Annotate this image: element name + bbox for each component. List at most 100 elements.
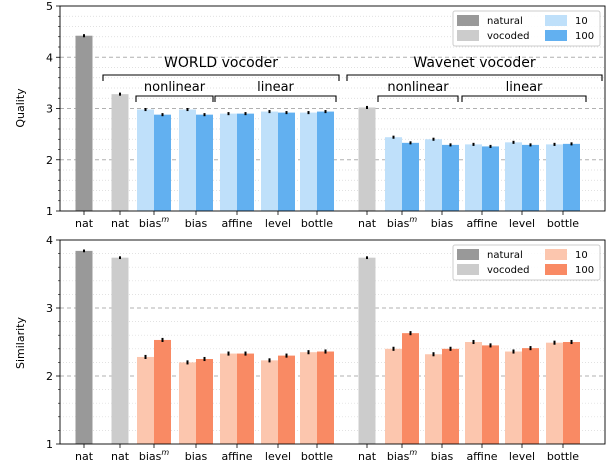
x-tick-label: biasm bbox=[139, 215, 170, 230]
legend-label: 10 bbox=[575, 16, 588, 27]
x-tick-label: bias bbox=[185, 450, 208, 463]
bar bbox=[482, 146, 499, 211]
legend-swatch bbox=[457, 15, 479, 26]
bar bbox=[402, 142, 419, 211]
legend-swatch bbox=[545, 249, 567, 260]
x-tick-label: level bbox=[265, 217, 291, 230]
bar bbox=[317, 111, 334, 211]
bar bbox=[546, 144, 563, 211]
x-tick-label: biasm bbox=[387, 215, 418, 230]
x-tick-label: bottle bbox=[547, 217, 579, 230]
legend-swatch bbox=[545, 264, 567, 275]
bar bbox=[482, 345, 499, 444]
group-label: WORLD vocoder bbox=[164, 55, 278, 71]
y-tick-label: 3 bbox=[46, 302, 53, 315]
x-tick-label: biasm bbox=[139, 448, 170, 463]
x-tick-label: level bbox=[509, 450, 535, 463]
bar bbox=[278, 112, 295, 211]
bar bbox=[111, 94, 129, 211]
x-tick-label: affine bbox=[466, 450, 497, 463]
legend-swatch bbox=[545, 15, 567, 26]
y-tick-label: 2 bbox=[46, 370, 53, 383]
bar bbox=[220, 113, 237, 211]
bar bbox=[75, 250, 93, 444]
bar bbox=[317, 351, 334, 444]
y-axis-label: Quality bbox=[14, 88, 27, 128]
bar bbox=[505, 351, 522, 444]
x-tick-label: bias bbox=[185, 217, 208, 230]
x-tick-label: nat bbox=[358, 217, 377, 230]
similarity-chart: 1 2 3 4 Similarity nat nat biasm bias affine level… bbox=[14, 234, 606, 463]
y-tick-label: 3 bbox=[46, 103, 53, 116]
bar bbox=[385, 137, 402, 211]
plot-frame bbox=[59, 5, 606, 212]
x-tick-label: bias bbox=[431, 217, 454, 230]
bar bbox=[402, 333, 419, 444]
subgroup-bracket bbox=[214, 95, 337, 102]
bar bbox=[505, 142, 522, 211]
x-tick-label: level bbox=[509, 217, 535, 230]
x-tick-label: bottle bbox=[301, 450, 333, 463]
x-tick-label: nat bbox=[75, 217, 94, 230]
bar bbox=[154, 114, 171, 211]
y-tick-label: 2 bbox=[46, 154, 53, 167]
bar bbox=[278, 355, 295, 444]
bar bbox=[179, 362, 196, 444]
bar bbox=[111, 257, 129, 444]
legend-label: vocoded bbox=[487, 265, 530, 276]
bar bbox=[220, 353, 237, 444]
x-tick-label: nat bbox=[111, 217, 130, 230]
subgroup-bracket bbox=[377, 95, 459, 102]
x-tick-label: nat bbox=[358, 450, 377, 463]
bar bbox=[358, 257, 376, 444]
bar bbox=[300, 352, 317, 444]
bar bbox=[425, 354, 442, 444]
x-tick-label: biasm bbox=[387, 448, 418, 463]
subgroup-label: linear bbox=[506, 80, 543, 95]
y-tick-label: 4 bbox=[46, 234, 53, 247]
bar bbox=[522, 144, 539, 211]
group-label: Wavenet vocoder bbox=[413, 55, 535, 71]
legend-label: 100 bbox=[575, 31, 594, 42]
bar bbox=[385, 348, 402, 444]
bar bbox=[425, 139, 442, 211]
y-tick-label: 1 bbox=[46, 205, 53, 218]
legend-label: 100 bbox=[575, 265, 594, 276]
bar bbox=[563, 342, 580, 444]
subgroup-label: nonlinear bbox=[387, 80, 449, 95]
legend-label: vocoded bbox=[487, 31, 530, 42]
x-tick-label: nat bbox=[111, 450, 130, 463]
bar bbox=[75, 35, 93, 211]
x-tick-label: level bbox=[265, 450, 291, 463]
bar bbox=[196, 114, 213, 211]
y-axis-label: Similarity bbox=[14, 317, 27, 369]
bar bbox=[442, 348, 459, 444]
x-tick-label: bottle bbox=[301, 217, 333, 230]
bar bbox=[465, 144, 482, 211]
bar bbox=[563, 143, 580, 211]
bar bbox=[137, 109, 154, 211]
bar bbox=[196, 359, 213, 444]
y-tick-label: 5 bbox=[46, 0, 53, 13]
bar bbox=[261, 360, 278, 444]
plot-frame bbox=[59, 239, 606, 445]
legend-label: natural bbox=[487, 16, 523, 27]
bar bbox=[237, 113, 254, 211]
bar bbox=[358, 107, 376, 211]
bar bbox=[179, 109, 196, 211]
bar bbox=[465, 342, 482, 444]
bar bbox=[442, 144, 459, 211]
bar bbox=[237, 353, 254, 444]
group-bracket bbox=[346, 74, 603, 81]
bar bbox=[137, 356, 154, 444]
legend-label: natural bbox=[487, 250, 523, 261]
legend-label: 10 bbox=[575, 250, 588, 261]
x-tick-label: bias bbox=[431, 450, 454, 463]
legend-swatch bbox=[457, 30, 479, 41]
x-tick-label: affine bbox=[221, 450, 252, 463]
y-tick-label: 1 bbox=[46, 438, 53, 451]
x-tick-label: affine bbox=[466, 217, 497, 230]
subgroup-bracket bbox=[461, 95, 587, 102]
